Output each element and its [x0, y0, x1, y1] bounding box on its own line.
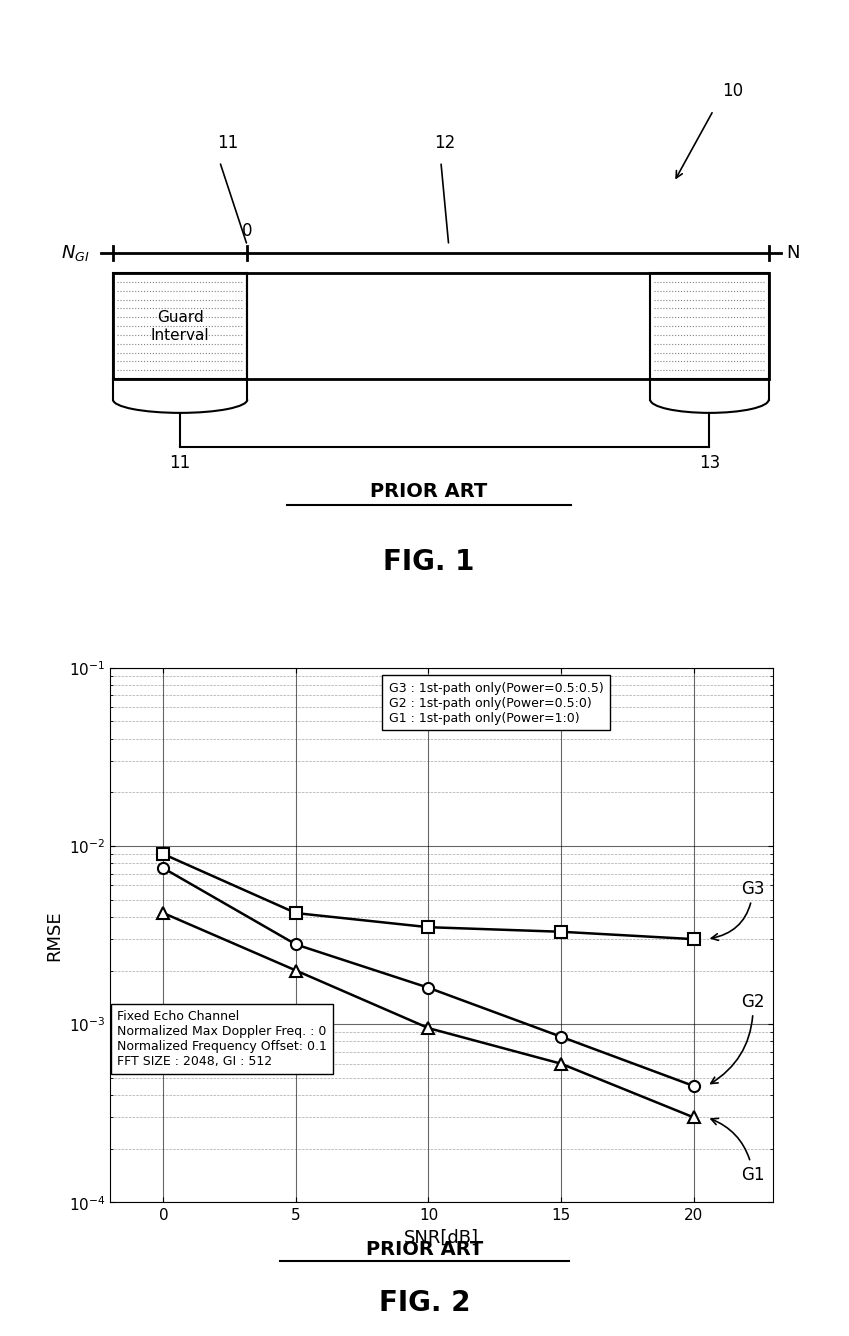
Text: 13: 13 [699, 454, 720, 472]
Text: PRIOR ART: PRIOR ART [370, 481, 487, 501]
Text: N: N [785, 244, 799, 262]
X-axis label: SNR[dB]: SNR[dB] [404, 1228, 479, 1245]
Text: G3: G3 [711, 880, 764, 941]
Bar [113, 274, 247, 379]
Text: G3 : 1st-path only(Power=0.5:0.5)
G2 : 1st-path only(Power=0.5:0)
G1 : 1st-path : G3 : 1st-path only(Power=0.5:0.5) G2 : 1… [389, 681, 603, 724]
Text: 11: 11 [170, 454, 191, 472]
Text: FIG. 1: FIG. 1 [383, 548, 475, 576]
Text: Guard
Interval: Guard Interval [151, 310, 210, 343]
Text: 0: 0 [242, 222, 252, 240]
Text: G2: G2 [711, 993, 764, 1083]
Text: 10: 10 [722, 83, 743, 100]
Text: 12: 12 [434, 134, 455, 152]
Text: PRIOR ART: PRIOR ART [366, 1240, 483, 1259]
Text: Fixed Echo Channel
Normalized Max Doppler Freq. : 0
Normalized Frequency Offset:: Fixed Echo Channel Normalized Max Dopple… [117, 1010, 327, 1067]
Y-axis label: RMSE: RMSE [45, 910, 64, 961]
Text: $N_{GI}$: $N_{GI}$ [60, 243, 89, 263]
Text: 11: 11 [216, 134, 238, 152]
Bar [649, 274, 768, 379]
Bar [113, 274, 768, 379]
Text: FIG. 2: FIG. 2 [379, 1289, 470, 1316]
Text: G1: G1 [711, 1118, 764, 1184]
